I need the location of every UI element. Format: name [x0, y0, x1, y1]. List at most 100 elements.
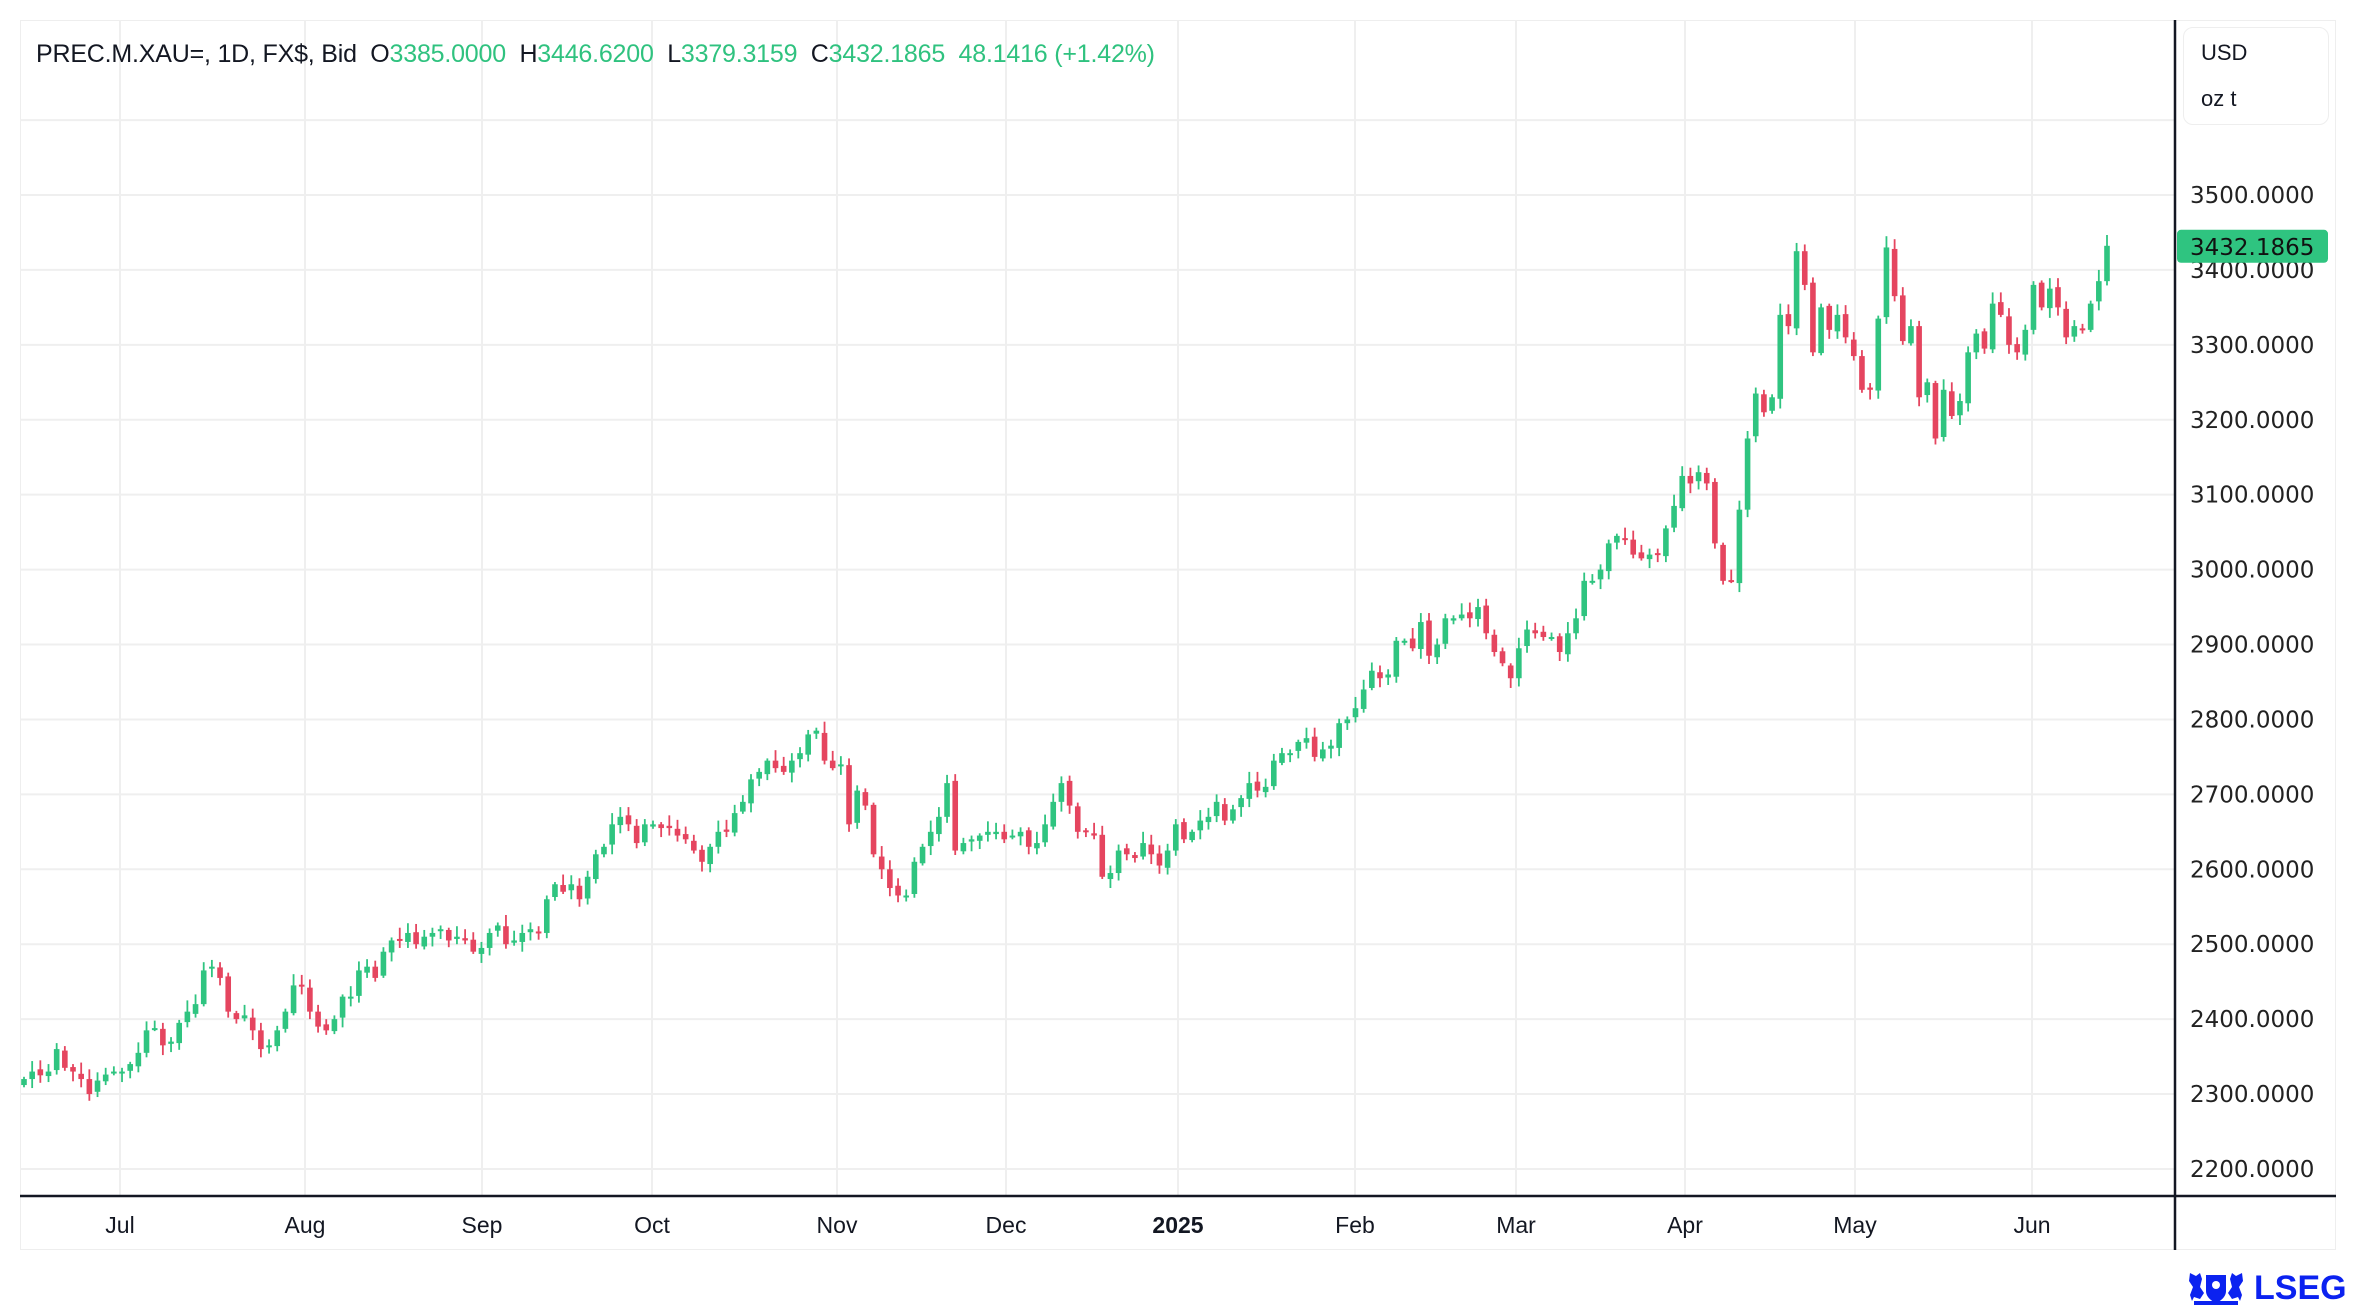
high-label: H	[519, 40, 538, 68]
candle-body	[1940, 389, 1947, 437]
y-tick-label: 3300.0000	[2190, 333, 2314, 359]
x-tick-label: May	[1833, 1212, 1877, 1238]
candle-body	[593, 854, 599, 880]
candle-body	[445, 929, 452, 941]
candle	[315, 1004, 321, 1033]
candle	[1360, 679, 1367, 713]
candle-body	[1148, 844, 1155, 855]
candle	[862, 788, 869, 811]
candle	[1025, 827, 1032, 855]
candle	[1524, 620, 1530, 653]
candle-body	[225, 976, 232, 1012]
candle-body	[2006, 316, 2012, 345]
candle-body	[1769, 397, 1775, 411]
candle-body	[503, 926, 509, 945]
candle	[1712, 478, 1718, 549]
candle-body	[200, 970, 207, 1005]
candle-body	[895, 885, 901, 896]
candle	[927, 820, 934, 856]
candle-body	[1303, 738, 1310, 743]
candle	[1883, 236, 1890, 324]
candle-body	[1663, 528, 1669, 557]
candle-body	[560, 885, 566, 892]
candle	[903, 889, 910, 902]
candle	[780, 756, 787, 775]
candle-body	[1254, 781, 1261, 791]
candle	[2071, 320, 2078, 342]
candle-body	[1360, 689, 1367, 709]
candle-body	[94, 1080, 101, 1092]
candle-body	[985, 831, 991, 835]
candle	[1769, 394, 1775, 414]
candle-body	[86, 1079, 93, 1095]
candle	[274, 1025, 281, 1052]
candle-body	[1924, 382, 1931, 396]
candle-body	[437, 929, 444, 932]
candle-body	[1589, 580, 1596, 583]
candle	[2063, 301, 2069, 345]
candle	[1597, 564, 1604, 590]
low-label: L	[667, 40, 681, 68]
candle-body	[1744, 438, 1751, 510]
x-tick-label: Apr	[1667, 1212, 1703, 1238]
candle-body	[993, 831, 999, 835]
candle	[846, 758, 852, 832]
candle-body	[347, 996, 354, 999]
candle	[1123, 843, 1130, 861]
candle-body	[421, 936, 428, 947]
candle	[1728, 569, 1735, 584]
candle-body	[1115, 850, 1122, 874]
candle-body	[1221, 804, 1228, 821]
candle	[1916, 320, 1922, 407]
candle	[111, 1066, 117, 1076]
candle	[944, 774, 950, 823]
candle	[919, 843, 926, 866]
candle-body	[1369, 670, 1375, 688]
ohlc-legend: PREC.M.XAU=, 1D, FX$, Bid O3385.0000 H34…	[36, 40, 1155, 69]
candle-body	[797, 753, 803, 760]
candle-body	[380, 951, 387, 976]
candle	[1156, 845, 1163, 874]
candle-body	[1671, 505, 1677, 528]
candle	[1687, 467, 1694, 494]
candle-body	[1418, 622, 1424, 650]
candle	[772, 750, 779, 773]
candle	[2096, 269, 2102, 311]
candle-body	[1581, 580, 1588, 617]
candle	[1442, 613, 1449, 650]
candle-body	[1499, 651, 1506, 664]
candle	[764, 758, 771, 781]
candle	[682, 826, 689, 844]
candle	[1859, 350, 1865, 393]
candle-body	[1752, 393, 1759, 437]
candle	[176, 1019, 183, 1050]
candle-body	[1556, 636, 1563, 653]
candle	[666, 815, 673, 836]
candle	[813, 727, 820, 739]
candle	[1654, 548, 1661, 563]
candle-body	[45, 1071, 52, 1077]
candle	[715, 820, 722, 854]
candle-body	[209, 966, 215, 969]
candle	[494, 922, 501, 937]
candle-body	[1785, 314, 1792, 327]
candle	[1271, 753, 1277, 790]
candle	[1850, 332, 1857, 361]
candle-body	[829, 760, 836, 769]
candle	[519, 924, 526, 952]
open-value: 3385.0000	[389, 40, 507, 68]
candle	[2006, 308, 2012, 354]
candle	[1646, 548, 1653, 569]
candle-body	[936, 816, 942, 835]
candle-body	[927, 831, 934, 847]
candle	[552, 882, 558, 901]
candle	[1418, 613, 1424, 659]
candle	[1009, 829, 1016, 840]
candle	[372, 960, 379, 982]
unit-box[interactable]: USD oz t	[2183, 27, 2329, 125]
candle-body	[1074, 806, 1081, 832]
candle	[960, 837, 967, 855]
candle-body	[723, 829, 730, 832]
candle-body	[1197, 820, 1204, 831]
